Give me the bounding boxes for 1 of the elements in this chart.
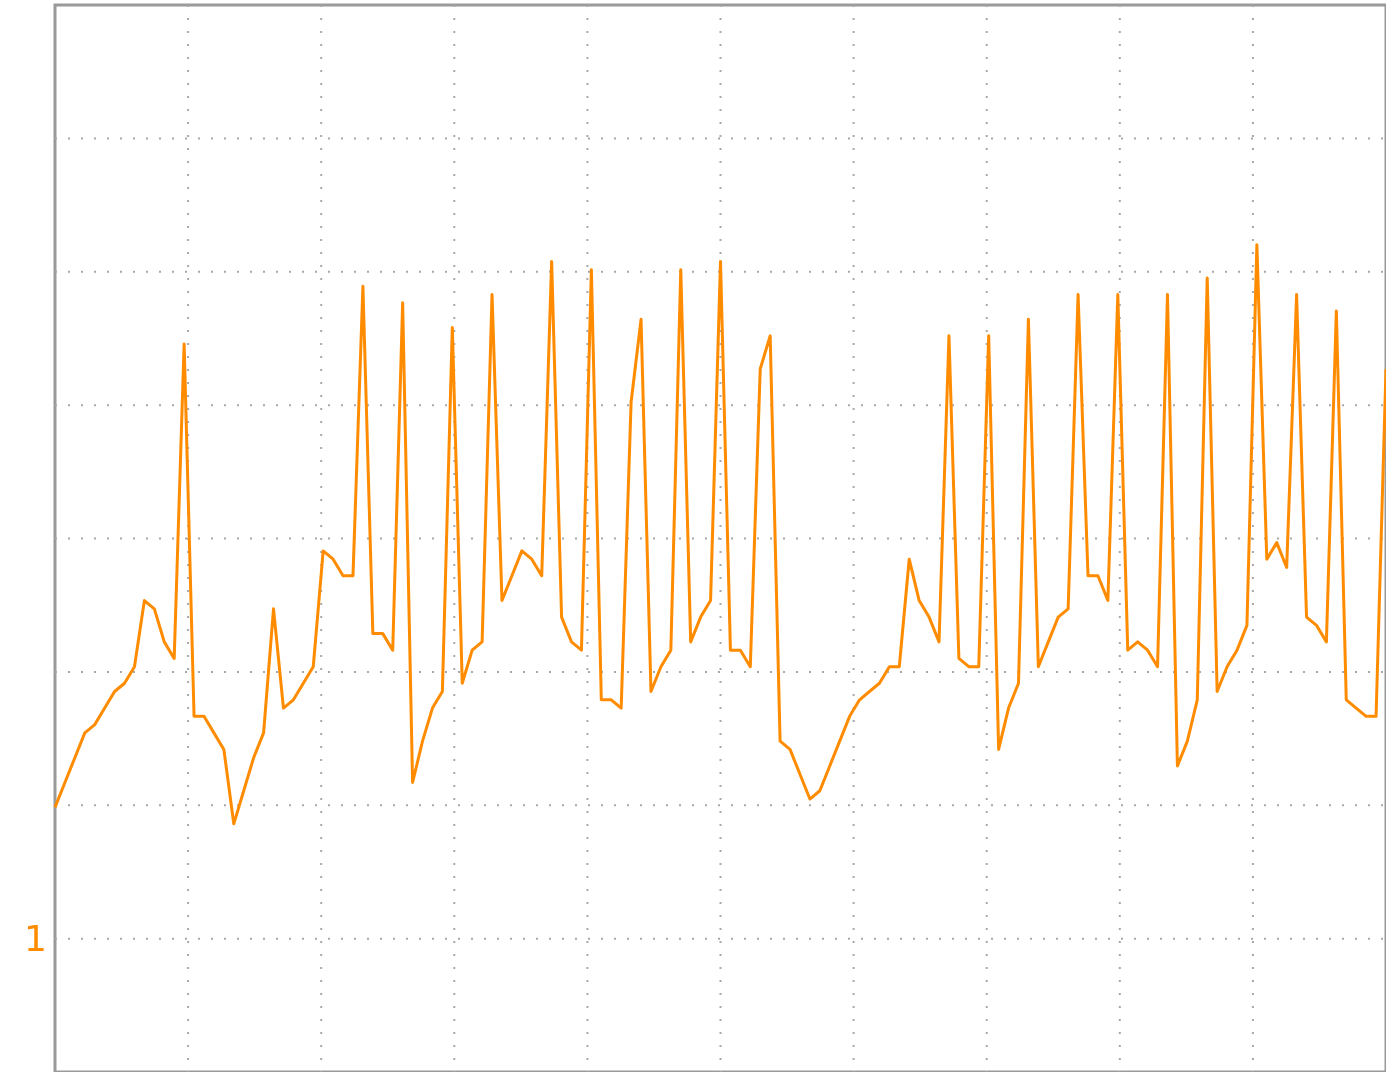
- text: 1: [24, 918, 47, 959]
